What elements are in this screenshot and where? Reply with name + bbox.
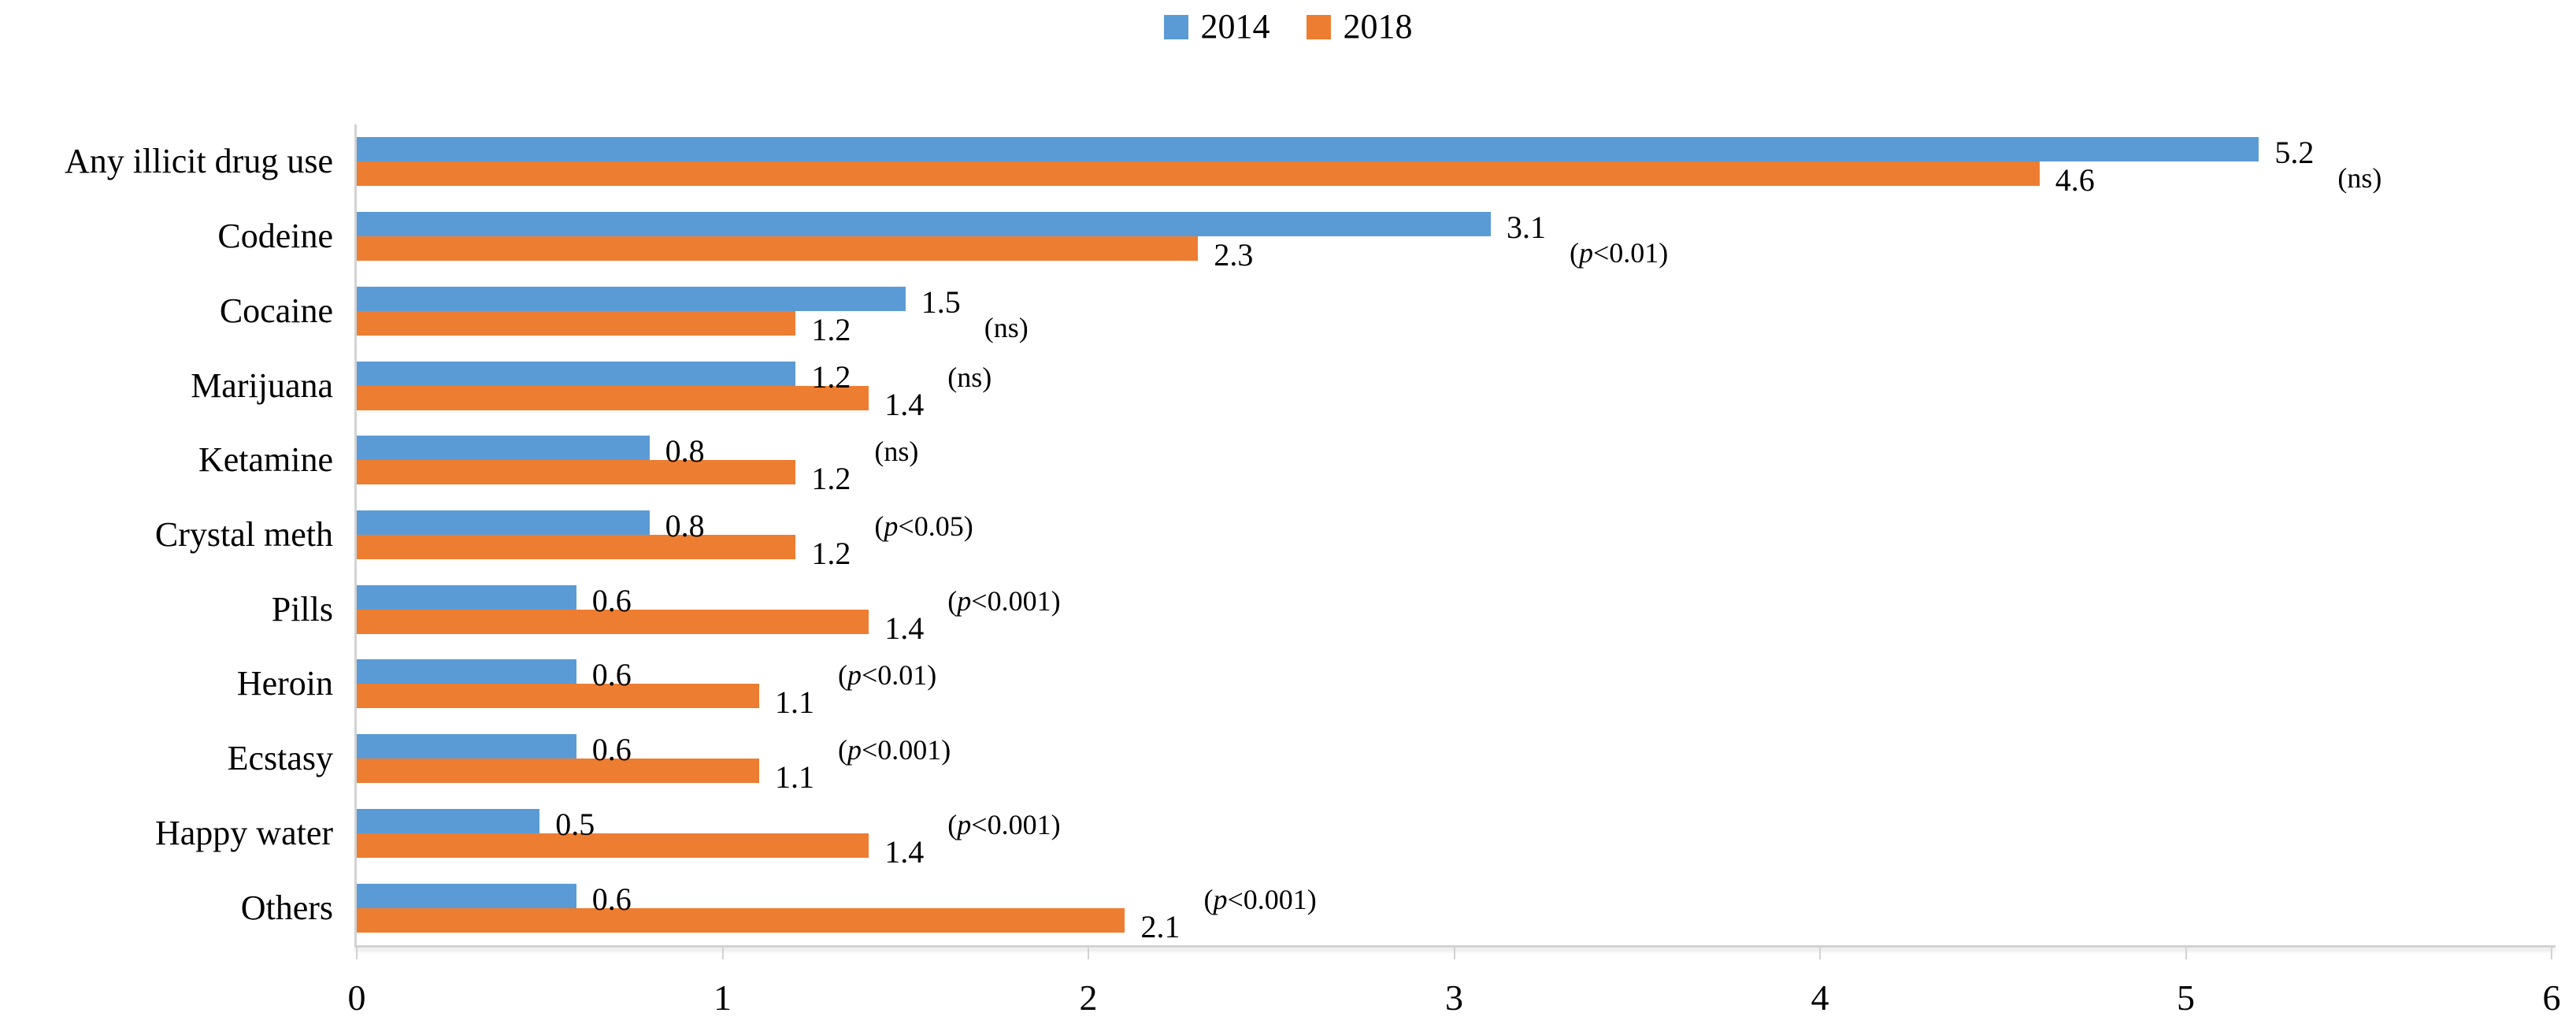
bar-2018: [357, 759, 759, 784]
category-label: Cocaine: [219, 291, 333, 330]
value-label-2018: 1.2: [811, 536, 851, 571]
x-tick-label: 0: [347, 978, 366, 1018]
value-label-2014: 3.1: [1506, 210, 1546, 246]
value-label-2014: 0.6: [591, 582, 632, 618]
value-label-2018: 1.4: [884, 386, 925, 422]
p-value-italic: p: [957, 584, 972, 617]
bar-2014: [357, 286, 906, 311]
y-axis-line: [354, 124, 357, 945]
x-tick-label: 3: [1445, 978, 1463, 1018]
x-tick: [2185, 948, 2187, 959]
p-value-italic: p: [1213, 883, 1228, 915]
category-label: Pills: [271, 589, 333, 629]
p-value-italic: p: [847, 734, 862, 766]
significance-label: (p<0.01): [837, 659, 937, 692]
bar-2018: [357, 684, 759, 709]
bar-2018: [357, 833, 869, 858]
value-label-2018: 1.4: [884, 833, 925, 870]
legend-label-2014: 2014: [1200, 7, 1270, 46]
significance-label: (p<0.05): [874, 510, 973, 542]
value-label-2014: 1.5: [921, 284, 961, 320]
value-label-2014: 5.2: [2274, 135, 2315, 171]
bar-2014: [357, 808, 540, 833]
bar-2014: [357, 883, 576, 908]
value-label-2018: 2.3: [1214, 237, 1254, 273]
significance-label: (p<0.001): [837, 734, 951, 766]
x-tick-label: 5: [2177, 978, 2195, 1018]
significance-label: (ns): [874, 436, 919, 468]
significance-label: (ns): [984, 311, 1029, 343]
x-tick: [721, 948, 724, 959]
significance-label: (p<0.001): [947, 808, 1061, 840]
value-label-2018: 1.2: [811, 311, 851, 347]
value-label-2014: 0.8: [665, 508, 705, 543]
x-tick: [1453, 948, 1455, 959]
p-value-italic: p: [847, 659, 862, 692]
value-label-2014: 0.5: [555, 806, 595, 842]
x-tick: [1088, 948, 1089, 959]
x-tick-label: 6: [2542, 978, 2561, 1018]
significance-label: (p<0.001): [1203, 883, 1317, 915]
x-tick-label: 1: [713, 978, 732, 1018]
bar-2014: [357, 584, 576, 610]
bar-2014: [357, 734, 576, 759]
bar-2018: [357, 385, 869, 410]
bar-2018: [357, 907, 1125, 933]
category-label: Any illicit drug use: [65, 142, 333, 181]
significance-label: (p<0.001): [947, 584, 1061, 617]
legend-swatch-2018-icon: [1306, 14, 1331, 39]
bar-2014: [357, 212, 1491, 237]
bar-2014: [357, 436, 650, 461]
x-axis-line: [354, 945, 2556, 948]
category-label: Marijuana: [191, 365, 333, 405]
value-label-2014: 1.2: [811, 358, 851, 395]
category-label: Crystal meth: [154, 515, 333, 554]
x-tick: [1819, 948, 1821, 959]
x-tick-label: 2: [1079, 978, 1098, 1018]
x-tick: [356, 948, 358, 959]
category-label: Ecstasy: [227, 739, 333, 778]
value-label-2018: 2.1: [1140, 908, 1181, 944]
bar-2018: [357, 535, 796, 559]
bar-2014: [357, 137, 2259, 162]
chart-legend: 2014 2018: [0, 8, 2576, 46]
x-tick: [2551, 948, 2552, 959]
x-tick-label: 4: [1811, 978, 1829, 1018]
bar-2014: [357, 510, 650, 535]
value-label-2018: 1.2: [811, 461, 851, 497]
p-value-italic: p: [1578, 237, 1593, 269]
p-value-italic: p: [957, 808, 972, 840]
category-label: Happy water: [154, 813, 333, 852]
significance-label: (ns): [2337, 162, 2382, 195]
value-label-2014: 0.8: [665, 433, 705, 469]
bar-2018: [357, 310, 796, 336]
value-label-2014: 0.6: [591, 881, 632, 917]
value-label-2014: 0.6: [591, 657, 632, 693]
bar-2018: [357, 236, 1199, 262]
significance-label: (p<0.01): [1569, 237, 1669, 269]
significance-label: (ns): [947, 361, 992, 393]
value-label-2018: 1.1: [774, 759, 814, 796]
bar-2018: [357, 161, 2040, 187]
legend-item-2018: 2018: [1306, 7, 1413, 46]
bar-2018: [357, 460, 796, 485]
bar-2014: [357, 659, 576, 684]
legend-item-2014: 2014: [1163, 7, 1270, 46]
legend-label-2018: 2018: [1343, 7, 1413, 46]
p-value-italic: p: [884, 510, 899, 542]
category-label: Others: [240, 888, 333, 927]
value-label-2014: 0.6: [591, 732, 632, 768]
category-label: Codeine: [217, 217, 333, 256]
value-label-2018: 1.4: [884, 610, 925, 646]
category-label: Heroin: [236, 664, 333, 703]
value-label-2018: 1.1: [774, 684, 814, 721]
legend-swatch-2014-icon: [1163, 14, 1188, 39]
category-label: Ketamine: [198, 440, 333, 480]
bar-2018: [357, 609, 869, 634]
value-label-2018: 4.6: [2055, 162, 2095, 198]
bar-2014: [357, 361, 796, 386]
